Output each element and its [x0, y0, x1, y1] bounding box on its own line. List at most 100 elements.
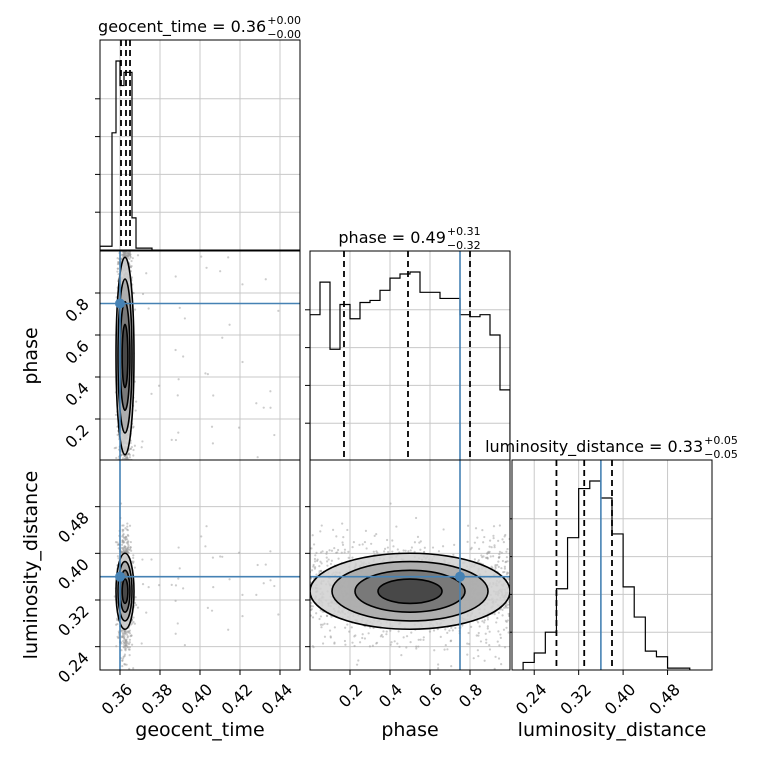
- scatter-phase-luminosity_distance-point: [415, 645, 418, 648]
- scatter-geocent_time-luminosity_distance-contour-0: [115, 552, 135, 631]
- scatter-phase-luminosity_distance-point: [311, 605, 314, 608]
- scatter-phase-luminosity_distance-point: [325, 556, 328, 559]
- title-text-phase: phase = 0.49: [338, 228, 445, 247]
- scatter-geocent_time-luminosity_distance-point: [122, 524, 125, 527]
- scatter-geocent_time-luminosity_distance-point: [132, 556, 135, 560]
- scatter-geocent_time-phase-point: [128, 257, 131, 261]
- scatter-geocent_time-phase-point: [129, 255, 132, 258]
- scatter-phase-luminosity_distance-point: [390, 641, 393, 644]
- scatter-geocent_time-luminosity_distance-point: [177, 546, 180, 549]
- scatter-phase-luminosity_distance-point: [502, 628, 506, 631]
- scatter-geocent_time-luminosity_distance-point: [269, 550, 272, 553]
- scatter-phase-luminosity_distance-point: [321, 642, 325, 645]
- scatter-phase-luminosity_distance-point: [348, 630, 351, 633]
- scatter-phase-luminosity_distance-point: [340, 551, 343, 554]
- scatter-geocent_time-luminosity_distance-point: [124, 538, 127, 542]
- scatter-geocent_time-phase-point: [273, 433, 276, 437]
- scatter-geocent_time-phase-point: [269, 406, 272, 409]
- scatter-phase-luminosity_distance-point: [461, 624, 464, 627]
- scatter-phase-luminosity_distance-point: [507, 631, 510, 634]
- scatter-phase-luminosity_distance-point: [409, 549, 412, 552]
- scatter-geocent_time-luminosity_distance-point: [124, 679, 126, 681]
- scatter-phase-luminosity_distance-point: [328, 549, 331, 552]
- scatter-phase-luminosity_distance-point: [312, 646, 315, 649]
- hist-phase-bg: [310, 251, 510, 461]
- scatter-phase-luminosity_distance-point: [367, 632, 370, 635]
- scatter-phase-luminosity_distance-point: [483, 621, 486, 624]
- scatter-geocent_time-luminosity_distance-truth-point: [115, 571, 125, 582]
- scatter-phase-luminosity_distance-point: [428, 630, 432, 633]
- scatter-geocent_time-phase-point: [204, 372, 207, 375]
- scatter-geocent_time-luminosity_distance-point: [129, 635, 132, 638]
- scatter-geocent_time-luminosity_distance-point: [120, 636, 124, 639]
- scatter-phase-luminosity_distance-point: [422, 636, 425, 639]
- scatter-geocent_time-luminosity_distance-point: [227, 628, 230, 631]
- scatter-geocent_time-phase-point: [269, 390, 272, 393]
- scatter-phase-luminosity_distance-point: [450, 665, 453, 668]
- scatter-phase-luminosity_distance-point: [319, 551, 323, 554]
- scatter-phase-luminosity_distance-point: [423, 546, 426, 549]
- scatter-phase-luminosity_distance-point: [325, 552, 328, 555]
- scatter-geocent_time-luminosity_distance-point: [134, 596, 137, 599]
- scatter-phase-luminosity_distance-point: [368, 645, 372, 648]
- scatter-geocent_time-phase-point: [129, 266, 132, 269]
- scatter-phase-luminosity_distance-point: [503, 606, 506, 609]
- scatter-phase-luminosity_distance-point: [310, 569, 314, 572]
- scatter-phase-luminosity_distance-point: [385, 538, 389, 542]
- scatter-geocent_time-luminosity_distance-point: [120, 550, 124, 553]
- scatter-phase-luminosity_distance-point: [483, 659, 486, 662]
- scatter-phase-luminosity_distance-point: [437, 663, 440, 666]
- scatter-geocent_time-luminosity_distance-point: [130, 643, 134, 646]
- scatter-phase-luminosity_distance-point: [504, 606, 508, 609]
- scatter-phase-luminosity_distance-point: [505, 550, 508, 553]
- scatter-geocent_time-luminosity_distance-point: [125, 630, 128, 633]
- scatter-phase-luminosity_distance-point: [497, 611, 500, 614]
- scatter-geocent_time-luminosity_distance-point: [125, 528, 129, 531]
- scatter-phase-luminosity_distance-point: [503, 646, 507, 649]
- scatter-phase-luminosity_distance-point: [341, 522, 344, 525]
- scatter-phase-luminosity_distance-point: [383, 547, 387, 550]
- scatter-phase-luminosity_distance-xtick-label-2: 0.6: [415, 680, 446, 711]
- scatter-geocent_time-phase-contour-1: [117, 278, 133, 434]
- scatter-geocent_time-phase-point: [120, 453, 123, 457]
- scatter-geocent_time-phase-point: [114, 413, 118, 417]
- scatter-phase-luminosity_distance-point: [480, 554, 483, 557]
- scatter-phase-luminosity_distance-point: [439, 635, 442, 638]
- title-luminosity_distance: luminosity_distance = 0.33 +0.05−0.05: [485, 434, 738, 461]
- scatter-geocent_time-phase-point: [132, 425, 135, 428]
- scatter-geocent_time-phase-point: [128, 456, 131, 459]
- scatter-geocent_time-luminosity_distance-point: [116, 541, 119, 544]
- scatter-geocent_time-phase-point: [122, 254, 125, 257]
- scatter-geocent_time-luminosity_distance-point: [262, 582, 265, 585]
- scatter-geocent_time-luminosity_distance-point: [122, 640, 125, 643]
- scatter-phase-luminosity_distance-point: [311, 534, 314, 537]
- scatter-phase-luminosity_distance-point: [505, 556, 508, 559]
- scatter-phase-luminosity_distance-point: [477, 559, 480, 562]
- scatter-phase-luminosity_distance-point: [507, 614, 510, 618]
- scatter-phase-luminosity_distance-point: [486, 616, 489, 619]
- scatter-phase-luminosity_distance-point: [319, 530, 322, 533]
- scatter-phase-luminosity_distance-point: [336, 551, 339, 554]
- scatter-phase-luminosity_distance-point: [482, 541, 485, 544]
- scatter-geocent_time-phase-point: [262, 406, 265, 409]
- scatter-geocent_time-phase-point: [130, 259, 133, 263]
- scatter-geocent_time-luminosity_distance-point: [116, 543, 119, 546]
- xlabel-luminosity_distance: luminosity_distance: [518, 719, 707, 741]
- scatter-phase-luminosity_distance-point: [493, 546, 496, 549]
- scatter-phase-luminosity_distance-point: [329, 636, 332, 639]
- scatter-phase-luminosity_distance-point: [442, 528, 445, 531]
- scatter-phase-luminosity_distance-point: [475, 634, 478, 637]
- scatter-geocent_time-luminosity_distance-point: [116, 555, 120, 558]
- scatter-geocent_time-phase-point: [221, 336, 224, 339]
- scatter-phase-luminosity_distance-point: [364, 529, 368, 532]
- scatter-geocent_time-luminosity_distance-point: [121, 535, 124, 538]
- scatter-phase-luminosity_distance-point: [470, 625, 473, 628]
- scatter-phase-luminosity_distance-point: [410, 546, 414, 549]
- scatter-phase-luminosity_distance-point: [389, 502, 392, 505]
- scatter-geocent_time-luminosity_distance-point: [150, 558, 153, 561]
- scatter-geocent_time-phase-point: [121, 457, 125, 460]
- scatter-geocent_time-luminosity_distance-point: [126, 525, 129, 528]
- scatter-phase-luminosity_distance-point: [501, 538, 504, 541]
- scatter-phase-luminosity_distance-point: [493, 613, 496, 616]
- scatter-geocent_time-phase-point: [132, 454, 135, 457]
